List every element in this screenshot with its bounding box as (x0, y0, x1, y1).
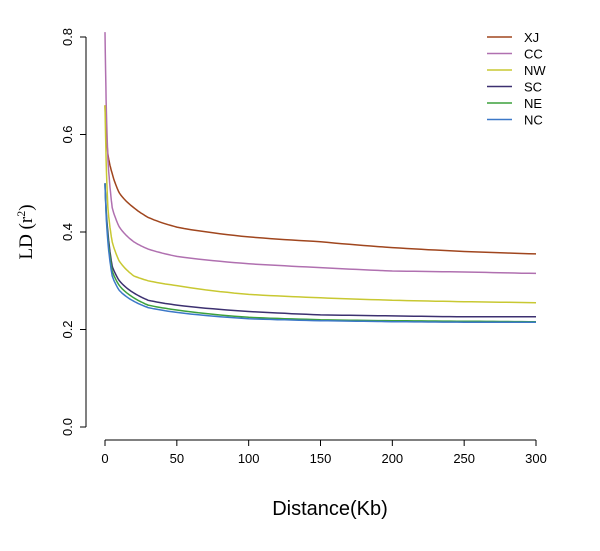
y-axis-label-main: LD (r (16, 216, 37, 259)
legend-label-xj: XJ (524, 30, 539, 45)
legend-label-cc: CC (524, 47, 543, 62)
series-line-cc (104, 32, 537, 275)
x-tick-label: 300 (525, 451, 547, 466)
legend-label-ne: NE (524, 96, 542, 111)
x-tick-label: 250 (453, 451, 475, 466)
x-tick-label: 0 (101, 451, 108, 466)
legend-label-sc: SC (524, 80, 542, 95)
y-tick-label: 0.6 (60, 125, 75, 143)
y-tick-label: 0.2 (60, 320, 75, 338)
x-tick-label: 200 (381, 451, 403, 466)
x-tick-label: 150 (310, 451, 332, 466)
x-axis-label: Distance(Kb) (272, 498, 388, 520)
series-line-sc (104, 183, 536, 318)
legend-label-nc: NC (524, 113, 543, 128)
y-tick-label: 0.0 (60, 418, 75, 436)
y-tick-label: 0.4 (60, 223, 75, 241)
x-tick-label: 50 (170, 451, 184, 466)
y-axis-label-sup: 2 (14, 211, 28, 217)
y-tick-label: 0.8 (60, 28, 75, 46)
x-tick-label: 100 (238, 451, 260, 466)
series-line-xj (104, 105, 537, 255)
legend-label-nw: NW (524, 63, 546, 78)
series-line-nw (104, 105, 537, 304)
y-axis-label: LD (r2) (14, 204, 37, 259)
series-line-nc (104, 183, 536, 323)
y-axis-label-end: ) (16, 204, 37, 210)
